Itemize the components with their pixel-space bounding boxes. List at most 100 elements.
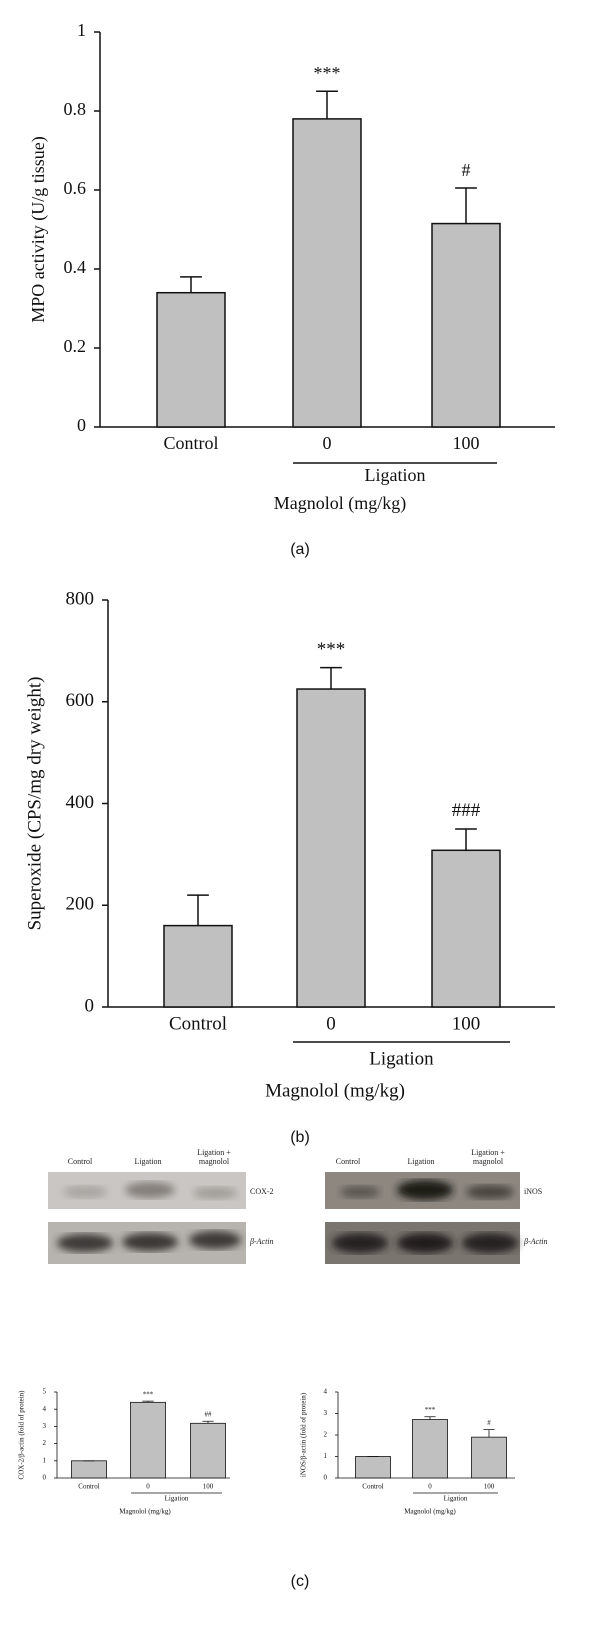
x-axis-label: Magnolol (mg/kg) [119, 1508, 171, 1516]
y-tick-label: 0.4 [64, 257, 87, 277]
lane-label: Ligation + magnolol [471, 1148, 505, 1166]
bar [163, 924, 233, 1008]
band [462, 1233, 518, 1253]
band-label: iNOS [524, 1187, 543, 1196]
significance-label: *** [314, 63, 341, 83]
band [122, 1233, 178, 1251]
group-label: Ligation [165, 1495, 189, 1503]
group-label: Ligation [369, 1048, 434, 1069]
error-bar [455, 187, 477, 224]
y-tick-label: 0 [77, 415, 86, 435]
bar [296, 688, 366, 1008]
bar [412, 1419, 448, 1479]
panel-label: (a) [290, 541, 310, 558]
bar [431, 222, 501, 428]
bar [156, 291, 226, 428]
lane-label: Control [335, 1157, 361, 1166]
y-tick-label: 0.8 [64, 99, 87, 119]
band [332, 1233, 388, 1253]
x-tick-label: Control [78, 1483, 99, 1491]
significance-label: ### [452, 800, 481, 821]
bar [431, 849, 501, 1008]
y-tick-label: 1 [77, 20, 86, 40]
significance-label: *** [143, 1390, 154, 1398]
significance-label: *** [317, 639, 346, 660]
band [193, 1187, 237, 1199]
error-bar [142, 1400, 154, 1403]
group-label: Ligation [444, 1495, 468, 1503]
y-axis-label: iNOS/β-actin (fold of protein) [300, 1392, 308, 1477]
y-axis-label: MPO activity (U/g tissue) [28, 136, 49, 323]
y-tick-label: 3 [324, 1409, 328, 1417]
y-tick-label: 4 [324, 1388, 328, 1396]
y-axis-label: COX-2/β-actin (fold of protein) [18, 1390, 26, 1480]
bar [130, 1401, 166, 1479]
y-axis-label: Superoxide (CPS/mg dry weight) [24, 677, 45, 931]
significance-label: *** [425, 1406, 436, 1414]
band [63, 1186, 107, 1198]
band-label: β-Actin [524, 1237, 548, 1246]
x-tick-label: Control [362, 1483, 383, 1491]
x-tick-label: 0 [323, 433, 332, 453]
y-tick-label: 800 [66, 588, 95, 609]
band [397, 1233, 453, 1253]
band [57, 1234, 113, 1252]
x-tick-label: 0 [326, 1013, 336, 1034]
lane-label: Control [67, 1157, 93, 1166]
x-tick-label: 0 [428, 1483, 432, 1491]
band [340, 1186, 380, 1198]
lane-label: Ligation [407, 1157, 435, 1166]
y-tick-label: 4 [43, 1405, 47, 1413]
error-bar [187, 894, 209, 926]
x-tick-label: Control [163, 433, 218, 453]
error-bar [202, 1420, 214, 1424]
y-tick-label: 0 [43, 1474, 47, 1482]
lane-label: Ligation [134, 1157, 162, 1166]
y-tick-label: 3 [43, 1422, 47, 1430]
band-label: COX-2 [250, 1187, 274, 1196]
x-tick-label: 100 [203, 1483, 214, 1491]
band [397, 1180, 453, 1200]
y-tick-label: 600 [66, 690, 95, 711]
band [189, 1231, 241, 1249]
y-tick-label: 200 [66, 894, 95, 915]
bar [71, 1460, 107, 1479]
error-bar [180, 276, 202, 293]
band-label: β-Actin [250, 1237, 274, 1246]
band [125, 1182, 175, 1198]
bar [355, 1456, 391, 1479]
x-tick-label: 100 [484, 1483, 495, 1491]
y-tick-label: 2 [43, 1439, 47, 1447]
bar [292, 118, 362, 428]
y-tick-label: 1 [43, 1456, 47, 1464]
error-bar [455, 828, 477, 851]
y-tick-label: 400 [66, 792, 95, 813]
y-tick-label: 0 [85, 995, 95, 1016]
y-tick-label: 2 [324, 1431, 328, 1439]
error-bar [424, 1416, 436, 1420]
x-axis-label: Magnolol (mg/kg) [274, 493, 407, 514]
error-bar [316, 90, 338, 119]
error-bar [483, 1429, 495, 1438]
band [466, 1185, 514, 1199]
bar [190, 1422, 226, 1479]
y-tick-label: 1 [324, 1452, 328, 1460]
y-tick-label: 0 [324, 1474, 328, 1482]
significance-label: # [462, 160, 471, 180]
group-label: Ligation [365, 465, 426, 485]
lane-label: Ligation + magnolol [197, 1148, 231, 1166]
panel-label: (b) [290, 1129, 310, 1146]
bar [471, 1436, 507, 1479]
x-axis-label: Magnolol (mg/kg) [265, 1080, 405, 1101]
y-tick-label: 0.2 [64, 336, 87, 356]
x-tick-label: 0 [146, 1483, 150, 1491]
panel-label: (c) [291, 1573, 310, 1590]
blot-images [48, 1172, 520, 1264]
y-tick-label: 5 [43, 1388, 47, 1396]
error-bar [320, 666, 342, 690]
x-tick-label: 100 [452, 1013, 481, 1034]
y-tick-label: 0.6 [64, 178, 87, 198]
significance-label: ## [205, 1411, 213, 1419]
